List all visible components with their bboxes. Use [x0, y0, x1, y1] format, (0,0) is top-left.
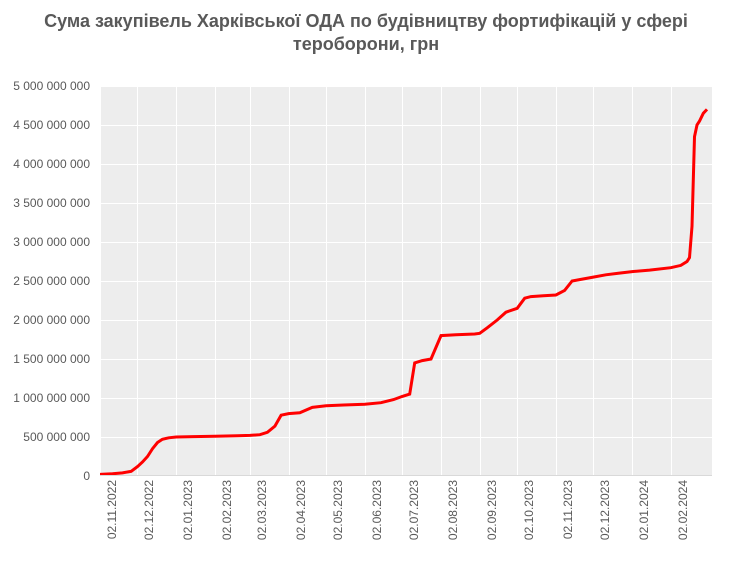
- y-tick-label: 5 000 000 000: [13, 79, 90, 93]
- y-tick-label: 2 000 000 000: [13, 313, 90, 327]
- plot-area: [100, 86, 712, 476]
- x-tick-label: 02.11.2023: [561, 480, 575, 539]
- y-tick-label: 2 500 000 000: [13, 274, 90, 288]
- x-tick-label: 02.04.2023: [294, 480, 308, 540]
- x-tick-label: 02.01.2024: [637, 480, 651, 540]
- chart-title: Сума закупівель Харківської ОДА по будів…: [0, 0, 732, 65]
- x-tick-label: 02.09.2023: [485, 480, 499, 540]
- y-tick-label: 1 000 000 000: [13, 391, 90, 405]
- y-tick-label: 500 000 000: [23, 430, 90, 444]
- x-tick-label: 02.10.2023: [522, 480, 536, 540]
- x-tick-label: 02.12.2022: [142, 480, 156, 540]
- x-axis-line: [100, 475, 712, 477]
- y-axis-labels: 0500 000 0001 000 000 0001 500 000 0002 …: [0, 86, 95, 476]
- grid-line-h: [100, 476, 712, 477]
- chart-container: Сума закупівель Харківської ОДА по будів…: [0, 0, 732, 577]
- series-svg: [100, 86, 712, 476]
- x-tick-label: 02.02.2024: [676, 480, 690, 540]
- y-tick-label: 3 500 000 000: [13, 196, 90, 210]
- x-tick-label: 02.08.2023: [446, 480, 460, 540]
- y-tick-label: 0: [83, 469, 90, 483]
- y-tick-label: 4 000 000 000: [13, 157, 90, 171]
- x-tick-label: 02.12.2023: [598, 480, 612, 540]
- x-tick-label: 02.11.2022: [105, 480, 119, 539]
- x-tick-label: 02.06.2023: [370, 480, 384, 540]
- x-tick-label: 02.01.2023: [181, 480, 195, 540]
- y-tick-label: 4 500 000 000: [13, 118, 90, 132]
- x-tick-label: 02.07.2023: [407, 480, 421, 540]
- x-tick-label: 02.03.2023: [255, 480, 269, 540]
- y-tick-label: 1 500 000 000: [13, 352, 90, 366]
- x-tick-label: 02.02.2023: [220, 480, 234, 540]
- series-line: [100, 109, 707, 474]
- x-axis-labels: 02.11.2022 02.12.2022 02.01.2023 02.02.2023…: [100, 480, 712, 570]
- y-tick-label: 3 000 000 000: [13, 235, 90, 249]
- x-tick-label: 02.05.2023: [331, 480, 345, 540]
